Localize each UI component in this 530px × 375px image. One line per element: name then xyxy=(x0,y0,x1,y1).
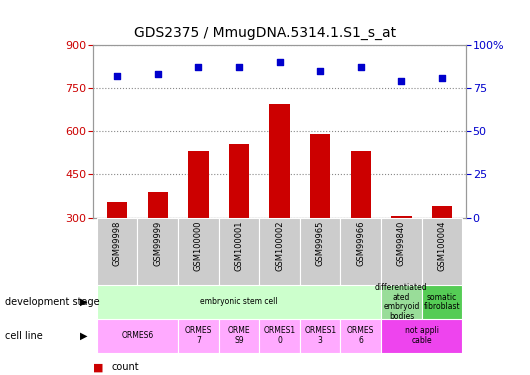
Text: ORMES
6: ORMES 6 xyxy=(347,326,375,345)
Bar xyxy=(259,217,300,285)
Bar xyxy=(432,206,452,218)
Point xyxy=(316,68,324,74)
Text: ■: ■ xyxy=(93,363,103,372)
Text: differentiated
ated
embryoid
bodies: differentiated ated embryoid bodies xyxy=(375,283,428,321)
Bar xyxy=(391,216,412,217)
Bar xyxy=(381,285,422,319)
Bar xyxy=(310,134,330,218)
Bar xyxy=(219,319,259,352)
Text: ▶: ▶ xyxy=(80,297,87,307)
Text: GDS2375 / MmugDNA.5314.1.S1_s_at: GDS2375 / MmugDNA.5314.1.S1_s_at xyxy=(134,26,396,40)
Text: development stage: development stage xyxy=(5,297,100,307)
Text: count: count xyxy=(111,363,139,372)
Point xyxy=(235,64,243,70)
Bar xyxy=(137,217,178,285)
Text: GSM99966: GSM99966 xyxy=(356,221,365,266)
Point xyxy=(194,64,202,70)
Bar xyxy=(259,319,300,352)
Text: ORMES1
3: ORMES1 3 xyxy=(304,326,336,345)
Text: ▶: ▶ xyxy=(80,331,87,340)
Point xyxy=(113,73,121,79)
Bar xyxy=(340,217,381,285)
Bar xyxy=(269,104,290,218)
Bar xyxy=(422,285,462,319)
Point xyxy=(276,59,284,65)
Point xyxy=(397,78,405,84)
Text: GSM99998: GSM99998 xyxy=(112,221,121,266)
Bar xyxy=(178,319,219,352)
Bar xyxy=(229,144,249,218)
Bar xyxy=(97,319,178,352)
Text: GSM100004: GSM100004 xyxy=(438,221,447,272)
Point xyxy=(438,75,446,81)
Bar xyxy=(219,217,259,285)
Bar xyxy=(107,202,127,217)
Bar xyxy=(351,152,371,217)
Text: ORME
S9: ORME S9 xyxy=(228,326,250,345)
Text: GSM99840: GSM99840 xyxy=(397,221,406,266)
Bar xyxy=(97,217,137,285)
Bar xyxy=(300,319,340,352)
Point xyxy=(154,71,162,77)
Point xyxy=(357,64,365,70)
Text: not appli
cable: not appli cable xyxy=(405,326,439,345)
Text: somatic
fibroblast: somatic fibroblast xyxy=(423,292,461,311)
Bar xyxy=(178,217,219,285)
Bar xyxy=(422,217,462,285)
Bar xyxy=(381,217,422,285)
Text: ORMES6: ORMES6 xyxy=(121,331,154,340)
Bar xyxy=(300,217,340,285)
Text: embryonic stem cell: embryonic stem cell xyxy=(200,297,278,306)
Text: ORMES1
0: ORMES1 0 xyxy=(263,326,296,345)
Bar xyxy=(147,192,168,217)
Text: GSM100001: GSM100001 xyxy=(234,221,243,272)
Bar xyxy=(340,319,381,352)
Bar xyxy=(97,285,381,319)
Bar xyxy=(381,319,462,352)
Bar xyxy=(188,152,208,217)
Text: GSM100002: GSM100002 xyxy=(275,221,284,272)
Text: GSM99965: GSM99965 xyxy=(316,221,325,266)
Text: GSM99999: GSM99999 xyxy=(153,221,162,266)
Text: GSM100000: GSM100000 xyxy=(194,221,203,272)
Text: cell line: cell line xyxy=(5,331,43,340)
Text: ORMES
7: ORMES 7 xyxy=(184,326,212,345)
